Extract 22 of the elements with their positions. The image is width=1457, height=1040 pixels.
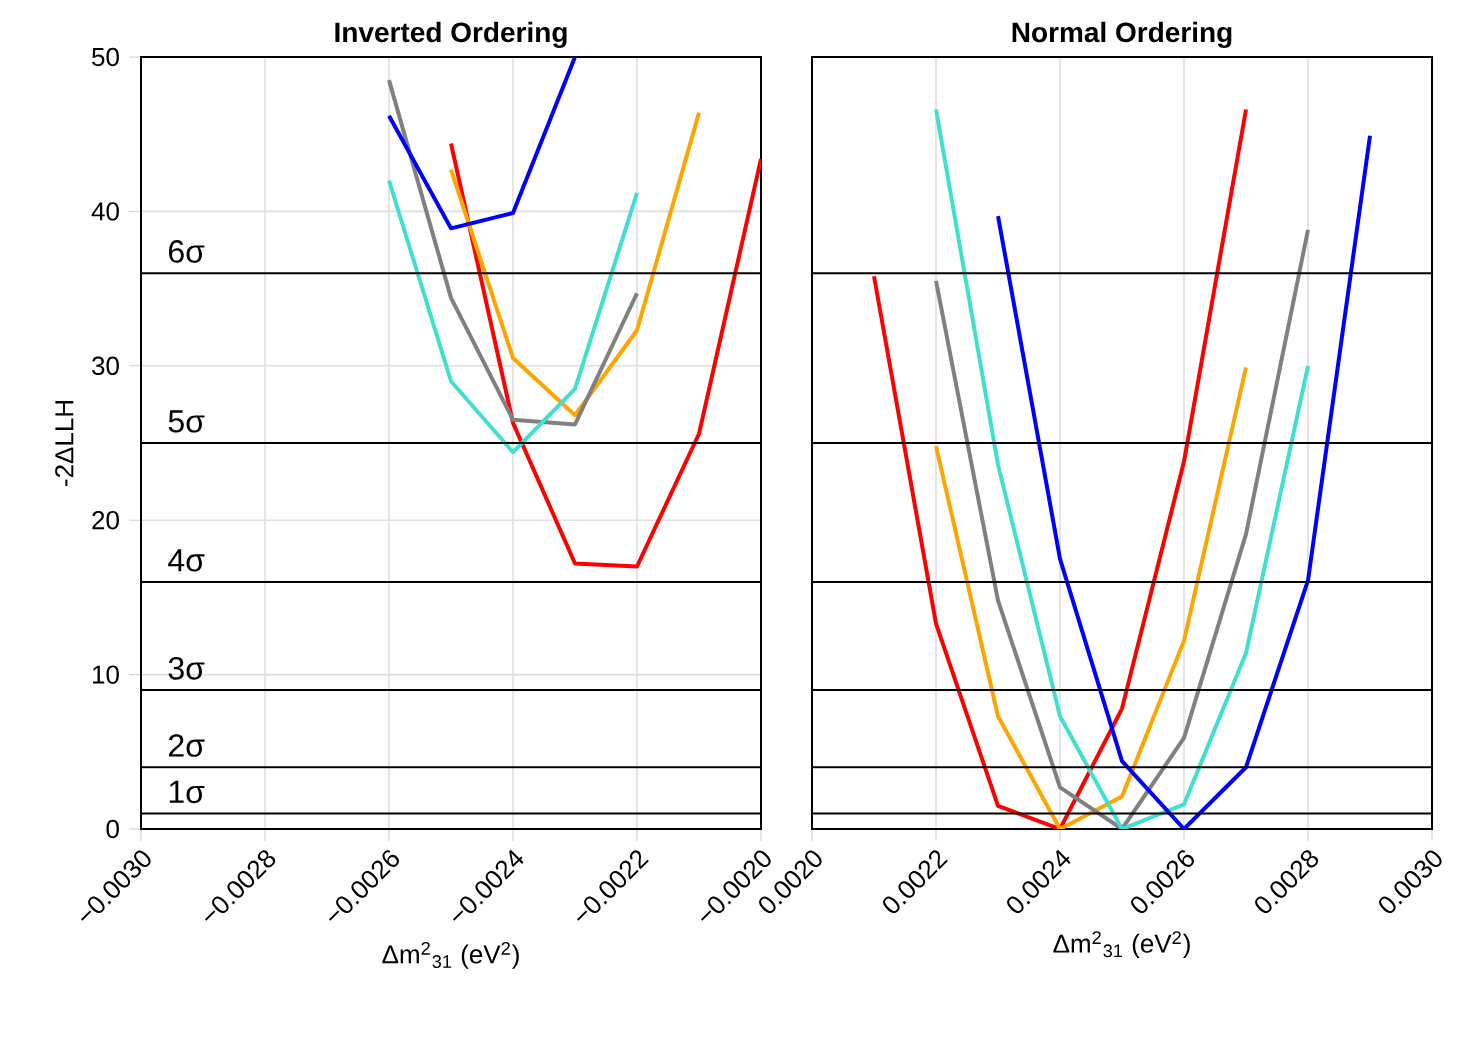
- ref-line-label: 4σ: [168, 549, 205, 572]
- line-series: [387, 178, 639, 455]
- line-series: [387, 57, 578, 231]
- y-tick-label: 50: [92, 47, 119, 67]
- x-axis-title: Δm$^{2}$$_{31}$ (eV$^{2}$): [1053, 931, 1190, 959]
- line-series: [387, 78, 639, 427]
- y-axis-title: -2ΔLLH: [55, 401, 74, 486]
- x-axis-title: Δm$^{2}$$_{31}$ (eV$^{2}$): [382, 941, 519, 969]
- ref-line-label: 6σ: [169, 240, 205, 263]
- chart-title: Normal Ordering: [1012, 21, 1232, 48]
- y-tick-label: 0: [106, 819, 119, 839]
- ref-line-label: 1σ: [169, 780, 205, 804]
- y-tick-label: 10: [92, 665, 119, 684]
- line-series: [449, 141, 762, 569]
- y-tick-label: 30: [92, 356, 119, 376]
- y-tick-label: 40: [91, 202, 119, 221]
- ref-line-label: 3σ: [168, 657, 205, 680]
- chart-title: Inverted Ordering: [335, 21, 567, 48]
- y-tick-label: 20: [92, 510, 119, 530]
- line-series: [449, 110, 702, 418]
- ref-line-label: 5σ: [168, 410, 205, 433]
- ref-line-label: 2σ: [169, 734, 205, 757]
